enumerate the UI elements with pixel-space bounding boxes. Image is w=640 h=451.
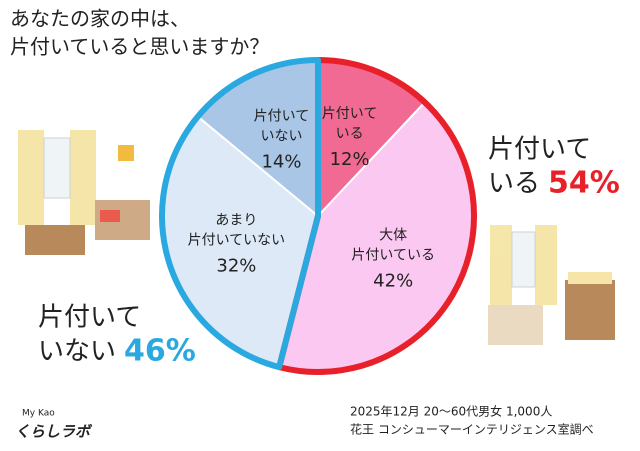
group-value-label: 46% [124,334,196,369]
slice-label: 片付いて [254,108,310,124]
group-outline [159,57,321,371]
slice-value-label: 32% [216,256,256,277]
messy-room-illustration [18,130,150,255]
source-note: 花王 コンシューマーインテリジェンス室調べ [350,422,594,437]
group-label: 片付いて [488,135,591,165]
slice-value-label: 42% [373,270,413,291]
slice-label: あまり [215,213,257,229]
logo-text: くらしラボ [15,423,93,441]
chart-title: あなたの家の中は、 [10,7,190,31]
group-value-label: 54% [548,166,620,201]
group-label: いない [38,337,116,367]
group-label: いる [488,169,540,199]
source-note: 2025年12月 20～60代男女 1,000人 [350,404,552,419]
slice-label: 片付いていない [188,233,286,249]
slice-label: 片付いている [351,247,435,263]
group-outline [276,57,477,375]
slice-label: いない [260,128,302,144]
slice-value-label: 14% [261,151,301,172]
slice-value-label: 12% [330,149,370,170]
slice-label: 大体 [379,227,407,243]
slice-label: 片付いて [322,106,378,122]
tidy-room-illustration [488,225,615,345]
slice-label: いる [336,126,364,142]
chart-title: 片付いていると思いますか？ [10,35,269,59]
group-label: 片付いて [38,303,141,333]
logo-text: My Kao [22,409,55,419]
